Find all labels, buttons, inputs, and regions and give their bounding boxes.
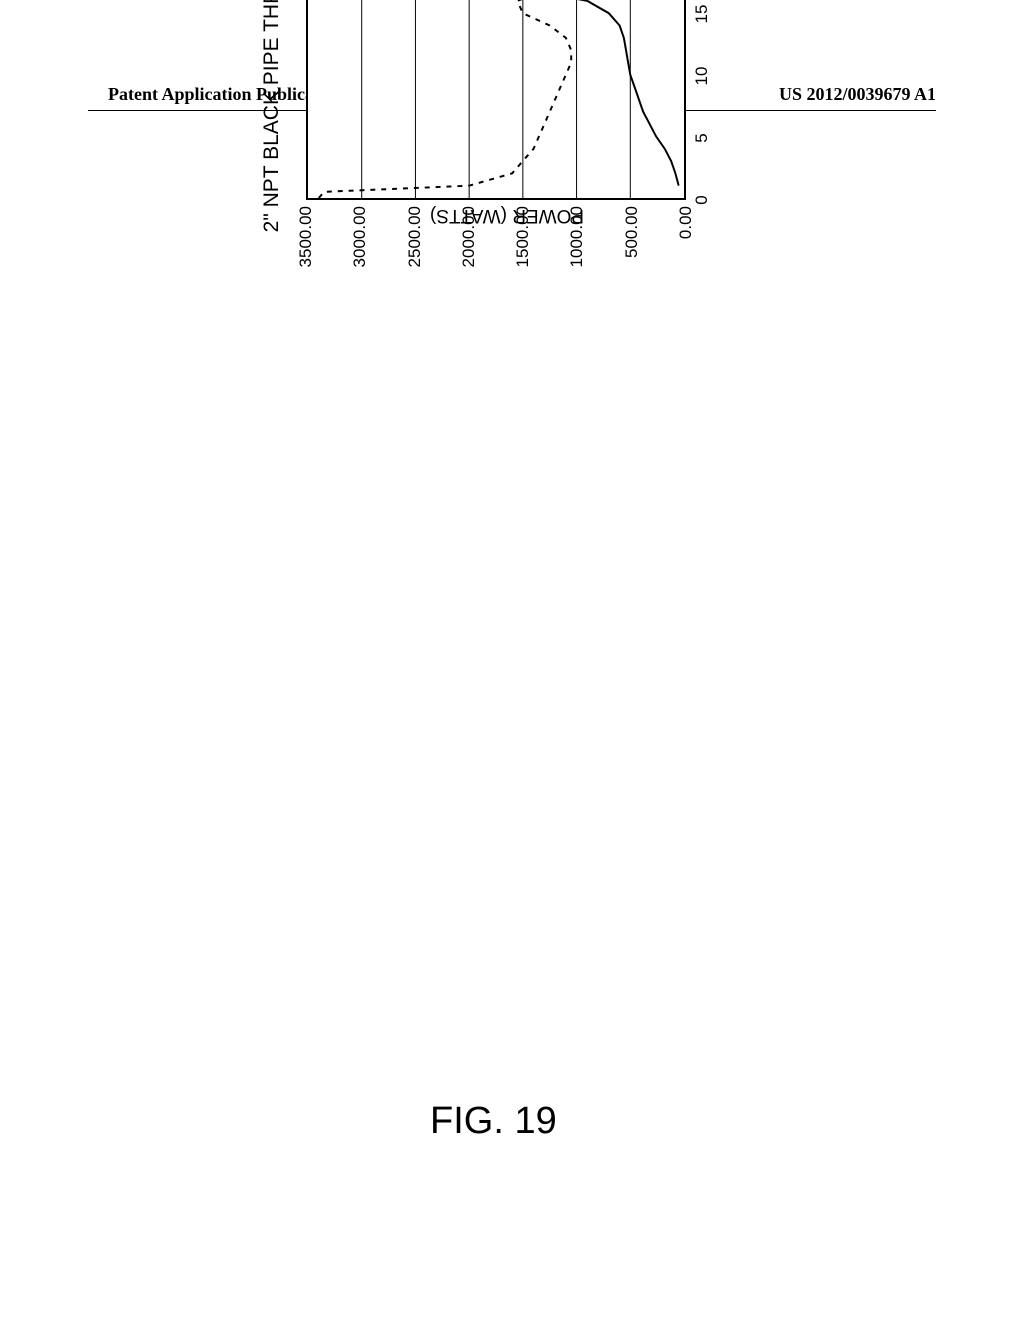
y-tick-label: 2500.00 <box>405 206 425 280</box>
plot-area <box>306 0 686 200</box>
gridlines <box>362 0 631 198</box>
y-tick-label: 1500.00 <box>513 206 533 280</box>
x-tick-label: 15 <box>692 0 712 34</box>
y-tick-label: 1000.00 <box>567 206 587 280</box>
chart-title: 2" NPT BLACK PIPE THREADING ENERGY (BLDC… <box>260 0 284 300</box>
series-paths <box>319 0 679 198</box>
series-bldc <box>517 0 678 186</box>
header-right-text: US 2012/0039679 A1 <box>779 84 936 105</box>
x-tick-label: 5 <box>692 118 712 158</box>
y-tick-label: 3000.00 <box>350 206 370 280</box>
x-tick-label: 10 <box>692 56 712 96</box>
series-universal <box>319 0 588 198</box>
y-tick-label: 2000.00 <box>459 206 479 280</box>
chart-figure: 2" NPT BLACK PIPE THREADING ENERGY (BLDC… <box>260 0 800 300</box>
y-tick-label: 500.00 <box>622 206 642 280</box>
x-tick-label: 0 <box>692 180 712 220</box>
y-axis-label: POWER (WATTS) <box>430 204 584 226</box>
chart-svg <box>308 0 684 198</box>
chart-frame: POWER (WATTS) TIME (S) 0.00500.001000.00… <box>306 0 746 300</box>
x-axis-label: TIME (S) <box>720 0 742 200</box>
y-tick-label: 3500.00 <box>296 206 316 280</box>
figure-label: FIG. 19 <box>430 1100 557 1143</box>
